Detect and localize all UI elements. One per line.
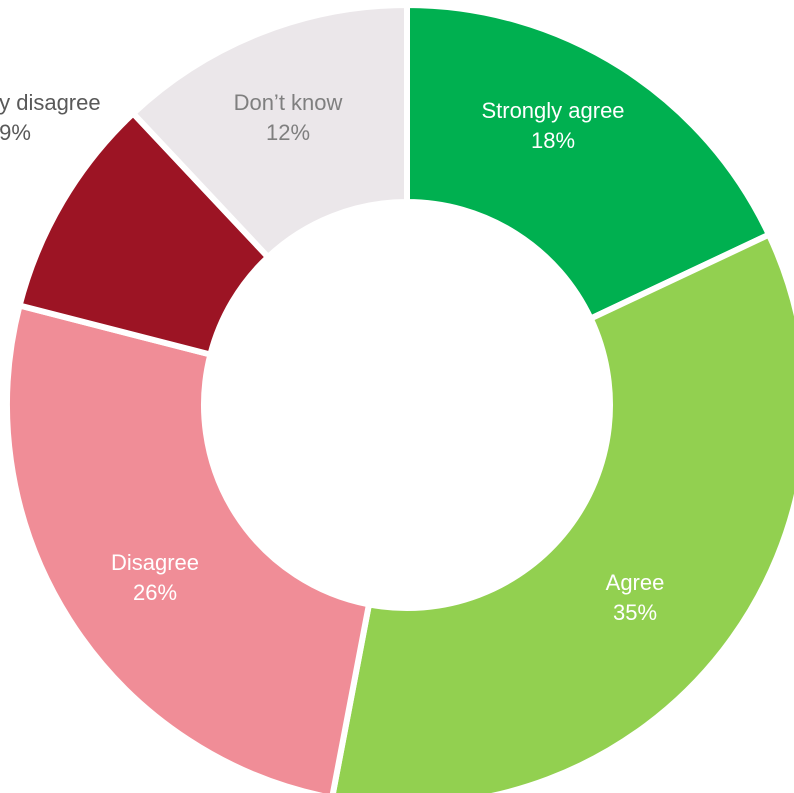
slice-label: Strongly agree bbox=[481, 98, 624, 123]
slice-value-label: 18% bbox=[531, 128, 575, 153]
donut-slice bbox=[329, 230, 794, 793]
donut-slice bbox=[404, 1, 773, 323]
slice-value-label: 12% bbox=[266, 120, 310, 145]
slice-value-label: 26% bbox=[133, 580, 177, 605]
slice-value-label: 35% bbox=[613, 600, 657, 625]
donut-slice bbox=[4, 301, 373, 793]
slice-label: Strongly disagree bbox=[0, 90, 101, 115]
slice-label: Don’t know bbox=[234, 90, 343, 115]
slice-value-label: 9% bbox=[0, 120, 31, 145]
slice-label: Agree bbox=[606, 570, 665, 595]
slice-label: Disagree bbox=[111, 550, 199, 575]
donut-slice bbox=[128, 1, 410, 262]
